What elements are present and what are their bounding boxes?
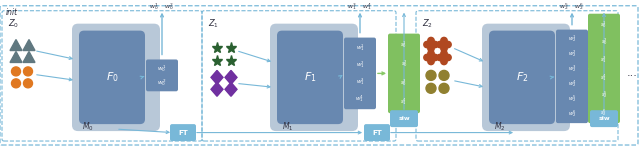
Text: siw: siw (398, 116, 410, 121)
Circle shape (445, 54, 451, 61)
Circle shape (428, 58, 434, 65)
Polygon shape (225, 70, 237, 84)
FancyBboxPatch shape (482, 24, 570, 131)
Text: $s_1^3$: $s_1^3$ (600, 54, 607, 65)
FancyBboxPatch shape (588, 14, 620, 123)
Circle shape (426, 83, 436, 93)
Text: $w_2^2$: $w_2^2$ (568, 49, 576, 59)
FancyBboxPatch shape (388, 34, 420, 113)
Text: $w_2^6$: $w_2^6$ (568, 108, 577, 119)
Text: $w_0^1$: $w_0^1$ (149, 1, 159, 12)
Circle shape (426, 70, 436, 80)
Polygon shape (211, 70, 223, 84)
FancyBboxPatch shape (390, 110, 418, 127)
Text: $Z_0$: $Z_0$ (8, 18, 19, 30)
Circle shape (441, 58, 447, 65)
Text: ...: ... (627, 68, 637, 78)
Circle shape (424, 54, 430, 61)
Text: siw: siw (598, 116, 610, 121)
Circle shape (12, 79, 20, 88)
Polygon shape (10, 51, 22, 62)
Text: $s_1^4$: $s_1^4$ (401, 96, 408, 107)
Text: $w_2^1$: $w_2^1$ (568, 34, 576, 45)
Circle shape (428, 37, 434, 44)
FancyBboxPatch shape (72, 24, 160, 131)
Text: $M_2$: $M_2$ (494, 121, 506, 133)
Text: $M_0$: $M_0$ (82, 121, 93, 133)
FancyBboxPatch shape (590, 110, 618, 127)
Text: init: init (6, 8, 18, 17)
Circle shape (441, 37, 447, 44)
Text: FT: FT (178, 130, 188, 136)
Text: $w_1^2$: $w_1^2$ (356, 60, 364, 70)
Text: $s_2^5$: $s_2^5$ (600, 89, 607, 100)
Text: $F_0$: $F_0$ (106, 70, 118, 84)
Circle shape (428, 42, 434, 47)
Text: $w_1^4$: $w_1^4$ (355, 93, 365, 104)
Text: $s_0^2$: $s_0^2$ (401, 59, 408, 69)
Text: $s_0^3$: $s_0^3$ (401, 77, 408, 88)
Text: $F_2$: $F_2$ (516, 70, 528, 84)
Circle shape (439, 70, 449, 80)
Circle shape (432, 54, 438, 61)
FancyBboxPatch shape (556, 30, 588, 123)
Circle shape (428, 45, 434, 52)
FancyBboxPatch shape (364, 124, 390, 141)
FancyBboxPatch shape (344, 38, 376, 109)
Circle shape (12, 67, 20, 76)
Circle shape (441, 55, 447, 60)
FancyBboxPatch shape (79, 31, 145, 124)
Text: $s_0^1$: $s_0^1$ (600, 19, 607, 30)
Circle shape (441, 42, 447, 47)
Text: $w_0^2$: $w_0^2$ (164, 1, 174, 12)
Polygon shape (23, 51, 35, 62)
Text: $w_1^1$: $w_1^1$ (356, 43, 364, 53)
Circle shape (441, 50, 447, 57)
Text: $s_2^6$: $s_2^6$ (600, 107, 607, 118)
Text: $w_1^3$: $w_1^3$ (356, 76, 364, 87)
Polygon shape (211, 82, 223, 96)
FancyBboxPatch shape (270, 24, 358, 131)
Circle shape (24, 79, 33, 88)
Polygon shape (23, 40, 35, 51)
Text: $s_0^2$: $s_0^2$ (600, 37, 607, 47)
Polygon shape (10, 40, 22, 51)
Circle shape (424, 41, 430, 48)
FancyBboxPatch shape (489, 31, 555, 124)
Text: $Z_2$: $Z_2$ (422, 18, 433, 30)
Text: $w_1^4$: $w_1^4$ (362, 1, 372, 12)
Text: $w_2^3$: $w_2^3$ (568, 64, 577, 74)
FancyBboxPatch shape (146, 60, 178, 91)
Text: $w_1^3$: $w_1^3$ (347, 1, 357, 12)
Text: $w_2^4$: $w_2^4$ (568, 78, 577, 89)
Text: $Z_1$: $Z_1$ (208, 18, 219, 30)
Circle shape (445, 41, 451, 48)
Text: $F_1$: $F_1$ (304, 70, 316, 84)
Text: $w_2^5$: $w_2^5$ (568, 93, 576, 104)
Circle shape (24, 67, 33, 76)
Text: FT: FT (372, 130, 382, 136)
Text: $w_2^5$: $w_2^5$ (559, 1, 569, 12)
Circle shape (432, 41, 438, 48)
Circle shape (439, 83, 449, 93)
Text: $w_2^6$: $w_2^6$ (574, 1, 584, 12)
FancyBboxPatch shape (277, 31, 343, 124)
Text: $w_0^1$: $w_0^1$ (157, 63, 166, 74)
Circle shape (428, 50, 434, 57)
Text: $w_0^2$: $w_0^2$ (157, 77, 166, 88)
Circle shape (437, 41, 443, 48)
Circle shape (428, 55, 434, 60)
Circle shape (437, 54, 443, 61)
Text: $s_1^4$: $s_1^4$ (600, 72, 607, 83)
Polygon shape (225, 82, 237, 96)
Circle shape (441, 45, 447, 52)
FancyBboxPatch shape (170, 124, 196, 141)
Text: $M_1$: $M_1$ (282, 121, 294, 133)
Text: $s_0^1$: $s_0^1$ (401, 40, 408, 50)
